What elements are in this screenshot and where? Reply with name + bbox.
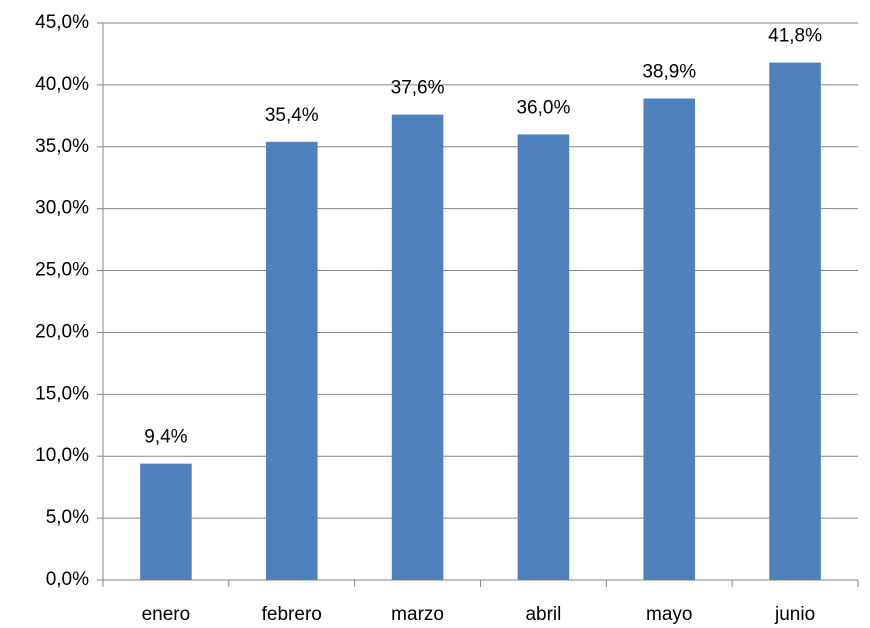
value-label: 36,0% bbox=[516, 97, 570, 118]
x-tick-label: marzo bbox=[391, 604, 444, 625]
value-label: 9,4% bbox=[144, 427, 187, 448]
y-tick-label: 15,0% bbox=[35, 383, 89, 404]
x-tick-label: enero bbox=[142, 604, 191, 625]
bar bbox=[140, 463, 192, 580]
y-tick-label: 35,0% bbox=[35, 136, 89, 157]
y-tick-label: 5,0% bbox=[46, 507, 89, 528]
value-label: 41,8% bbox=[768, 26, 822, 47]
value-label: 37,6% bbox=[391, 78, 445, 99]
y-tick-label: 45,0% bbox=[35, 12, 89, 33]
bar bbox=[643, 98, 696, 580]
bar bbox=[769, 62, 821, 581]
x-tick-label: junio bbox=[774, 604, 815, 625]
value-label: 35,4% bbox=[265, 105, 319, 126]
y-tick-label: 40,0% bbox=[35, 74, 89, 95]
x-tick-label: febrero bbox=[262, 604, 322, 625]
y-tick-label: 20,0% bbox=[35, 321, 89, 342]
y-tick-label: 10,0% bbox=[35, 445, 89, 466]
bar bbox=[265, 141, 318, 580]
bar bbox=[517, 134, 570, 580]
x-tick-label: abril bbox=[525, 604, 561, 625]
y-tick-label: 30,0% bbox=[35, 198, 89, 219]
y-tick-label: 25,0% bbox=[35, 260, 89, 281]
x-tick-label: mayo bbox=[646, 604, 692, 625]
value-label: 38,9% bbox=[642, 62, 696, 83]
bar bbox=[391, 114, 444, 581]
y-tick-label: 0,0% bbox=[46, 569, 89, 590]
